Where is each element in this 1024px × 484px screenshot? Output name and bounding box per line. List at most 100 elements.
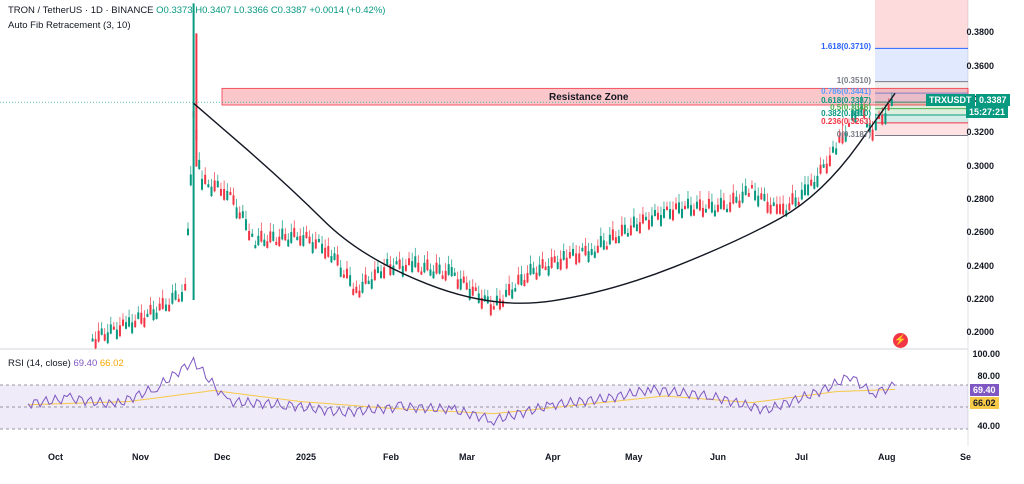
- x-tick-label: Jul: [795, 452, 809, 462]
- candle-body: [495, 295, 498, 306]
- y-tick-label: 0.3600: [966, 60, 994, 71]
- candle-body: [785, 210, 788, 217]
- candle-body: [152, 309, 155, 321]
- candle-body: [161, 298, 164, 309]
- fib-band-2: [875, 81, 968, 94]
- candle-body: [155, 312, 158, 319]
- candle-body: [529, 263, 532, 275]
- candle-body: [599, 236, 602, 247]
- candle-body: [763, 193, 766, 201]
- candle-body: [263, 239, 266, 246]
- candle-body: [498, 298, 501, 310]
- candle-body: [611, 229, 614, 241]
- candle-body: [757, 195, 760, 207]
- alert-icon[interactable]: ⚡: [893, 333, 908, 348]
- candle-body: [254, 245, 257, 249]
- candle-body: [544, 266, 547, 271]
- candle-body: [305, 231, 308, 239]
- candle-body: [462, 276, 465, 283]
- high-value: H0.3407: [195, 5, 232, 16]
- low-value: L0.3366: [233, 5, 269, 16]
- candle-body: [471, 286, 474, 296]
- candle-body: [713, 210, 716, 217]
- candle-body: [729, 202, 732, 212]
- y-tick-label: 0.3000: [966, 160, 994, 171]
- fib-label: 0.786(0.3441): [821, 87, 871, 97]
- candle-body: [674, 203, 677, 210]
- candle-body: [587, 251, 590, 262]
- rsi-axis-80: 80.00: [977, 371, 1000, 381]
- symbol-header: TRON / TetherUS · 1D · BINANCE O0.3373 H…: [8, 5, 385, 16]
- candle-body: [134, 320, 137, 328]
- candle-body: [575, 253, 578, 265]
- candle-body: [747, 193, 750, 197]
- rsi-title: RSI (14, close): [8, 358, 71, 369]
- fib-band-1: [875, 48, 968, 82]
- rsi-value: 69.40: [73, 358, 98, 369]
- candle-body: [444, 270, 447, 281]
- candle-body: [722, 200, 725, 210]
- candle-body: [511, 289, 514, 299]
- candle-body: [417, 262, 420, 272]
- candle-body: [508, 284, 511, 295]
- candle-body: [505, 289, 508, 297]
- candle-body: [97, 330, 100, 342]
- fib-band-0: [875, 0, 968, 49]
- candle-body: [244, 219, 247, 231]
- candle-body: [644, 216, 647, 221]
- x-tick-label: Oct: [48, 452, 64, 462]
- x-tick-label: Se: [960, 452, 972, 462]
- candle-body: [260, 230, 263, 242]
- candle-body: [726, 208, 729, 213]
- candle-body: [803, 184, 806, 196]
- candle-body: [502, 300, 505, 307]
- candle-body: [741, 191, 744, 203]
- candle-body: [650, 215, 653, 227]
- candle-body: [692, 209, 695, 216]
- candle-body: [149, 304, 152, 315]
- candle-body: [339, 267, 342, 277]
- candle-body: [701, 207, 704, 217]
- candle-body: [91, 338, 94, 342]
- candle-body: [816, 175, 819, 187]
- candle-body: [364, 274, 367, 284]
- candle-body: [884, 113, 887, 124]
- candle-body: [707, 198, 710, 209]
- candle-body: [605, 246, 608, 250]
- candle-body: [367, 280, 370, 284]
- rsi-legend[interactable]: RSI (14, close) 69.40 66.02: [8, 358, 124, 369]
- candle-body: [593, 251, 596, 258]
- candle-body: [226, 190, 229, 201]
- candle-body: [414, 256, 417, 268]
- indicator-label[interactable]: Auto Fib Retracement (3, 10): [8, 20, 131, 31]
- candle-body: [881, 114, 884, 125]
- candle-body: [438, 264, 441, 274]
- candle-body: [358, 290, 361, 298]
- candle-body: [710, 201, 713, 213]
- candle-body: [828, 155, 831, 166]
- candle-body: [106, 332, 109, 344]
- candle-body: [278, 236, 281, 247]
- candle-body: [659, 215, 662, 226]
- candle-body: [333, 253, 336, 261]
- candle-body: [754, 190, 757, 201]
- candle-body: [465, 282, 468, 290]
- candle-body: [429, 269, 432, 276]
- candle-body: [584, 245, 587, 256]
- candle-body: [517, 274, 520, 285]
- cup-curve: [193, 92, 896, 304]
- candle-body: [520, 274, 523, 285]
- candle-body: [695, 201, 698, 209]
- candle-body: [800, 189, 803, 200]
- x-tick-label: Jun: [710, 452, 727, 462]
- symbol-title[interactable]: TRON / TetherUS · 1D · BINANCE: [8, 5, 154, 16]
- candle-body: [115, 329, 118, 339]
- candle-body: [302, 235, 305, 246]
- fib-label: 1.618(0.3710): [821, 42, 871, 52]
- candle-body: [238, 212, 241, 219]
- candle-body: [386, 259, 389, 266]
- candle-body: [275, 241, 278, 246]
- candle-body: [547, 265, 550, 276]
- close-value: C0.3387: [270, 5, 307, 16]
